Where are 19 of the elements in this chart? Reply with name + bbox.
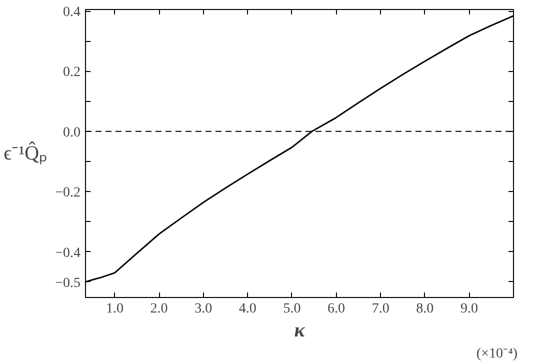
y-tick-label: 0.2	[63, 65, 80, 80]
x-tick-label: 2.0	[150, 302, 168, 316]
x-tick-label: 4.0	[238, 302, 256, 316]
x-tick-label: 5.0	[283, 302, 301, 316]
y-tick-label: −0.5	[55, 276, 81, 291]
x-axis-title: κ	[294, 320, 306, 342]
x-tick-label: 1.0	[106, 302, 124, 316]
x-tick-label: 8.0	[416, 302, 434, 316]
y-tick-label: 0.4	[63, 5, 80, 20]
x-tick-label: 6.0	[328, 302, 346, 316]
y-tick-label: −0.2	[55, 186, 81, 201]
y-axis-title: ϵ⁻¹Q̂ₚ	[4, 141, 48, 164]
y-tick-label: −0.4	[55, 246, 81, 261]
line-series	[86, 15, 514, 283]
x-tick-label: 7.0	[372, 302, 390, 316]
y-tick-label: 0.0	[63, 125, 80, 140]
x-tick-label: 3.0	[194, 302, 212, 316]
text: (×10⁻⁴)	[476, 346, 518, 361]
x-tick-label: 9.0	[460, 302, 478, 316]
